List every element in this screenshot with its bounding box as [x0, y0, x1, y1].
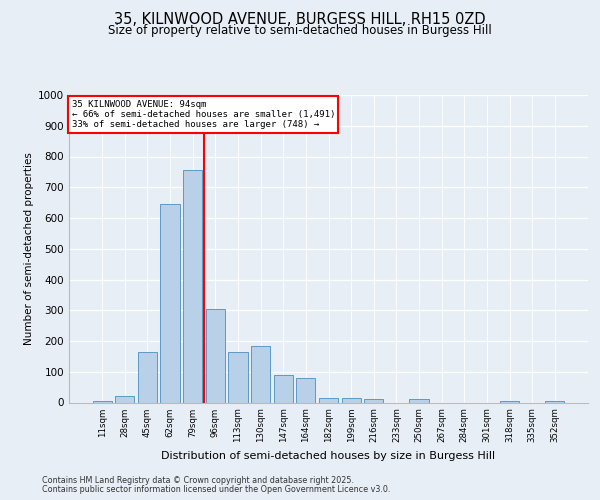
Text: 35, KILNWOOD AVENUE, BURGESS HILL, RH15 0ZD: 35, KILNWOOD AVENUE, BURGESS HILL, RH15 …: [114, 12, 486, 28]
Bar: [274, 375, 293, 402]
Text: Contains public sector information licensed under the Open Government Licence v3: Contains public sector information licen…: [42, 485, 391, 494]
Bar: [115, 396, 134, 402]
Bar: [183, 170, 202, 402]
Bar: [341, 398, 361, 402]
Bar: [92, 401, 112, 402]
Bar: [206, 308, 225, 402]
Bar: [364, 399, 383, 402]
Text: Size of property relative to semi-detached houses in Burgess Hill: Size of property relative to semi-detach…: [108, 24, 492, 37]
Bar: [545, 401, 565, 402]
Bar: [138, 352, 157, 403]
Bar: [229, 352, 248, 403]
Bar: [500, 401, 519, 402]
Bar: [251, 346, 270, 403]
Y-axis label: Number of semi-detached properties: Number of semi-detached properties: [24, 152, 34, 345]
Text: Contains HM Land Registry data © Crown copyright and database right 2025.: Contains HM Land Registry data © Crown c…: [42, 476, 354, 485]
Bar: [296, 378, 316, 402]
Bar: [409, 399, 428, 402]
Bar: [160, 204, 180, 402]
Bar: [319, 398, 338, 402]
X-axis label: Distribution of semi-detached houses by size in Burgess Hill: Distribution of semi-detached houses by …: [161, 450, 496, 460]
Text: 35 KILNWOOD AVENUE: 94sqm
← 66% of semi-detached houses are smaller (1,491)
33% : 35 KILNWOOD AVENUE: 94sqm ← 66% of semi-…: [71, 100, 335, 130]
